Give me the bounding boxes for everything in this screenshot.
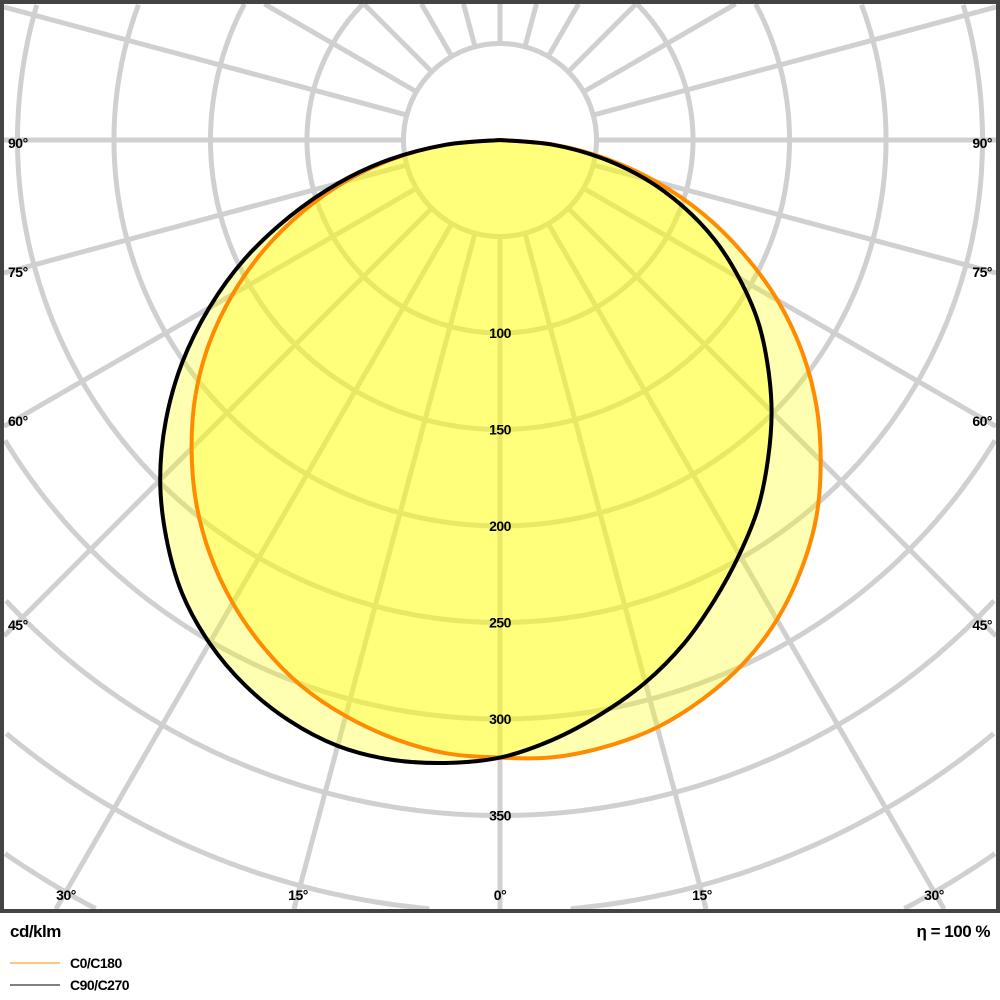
curves (158, 138, 823, 766)
angle-label-bottom: 0° (494, 887, 506, 903)
angle-label-right: 45° (972, 617, 992, 633)
legend-label-c90-c270: C90/C270 (70, 977, 130, 993)
angle-label-bottom: 30° (924, 887, 944, 903)
grid-spoke (522, 4, 539, 48)
grid-ring (4, 731, 996, 909)
grid (4, 4, 996, 909)
angle-label-bottom: 15° (692, 887, 712, 903)
radial-tick-label: 100 (489, 325, 512, 341)
angle-label-left: 75° (8, 264, 28, 280)
angle-label-bottom: 30° (56, 887, 76, 903)
fill-c0-c180 (191, 140, 821, 759)
grid-spoke (566, 4, 638, 74)
radial-tick-label: 150 (489, 422, 512, 438)
labels: 100 150 200 250 300 350 90° 90° 75° 75° 60° 60° 45° 4… (8, 135, 993, 903)
angle-label-right: 60° (972, 413, 992, 429)
grid-spoke (522, 232, 709, 909)
grid-spoke (362, 4, 434, 74)
legend-label-c0-c180: C0/C180 (70, 955, 122, 971)
radial-tick-label: 250 (489, 615, 512, 631)
angle-label-bottom: 15° (288, 887, 308, 903)
angle-label-left: 90° (8, 135, 28, 151)
radial-tick-label: 300 (489, 711, 512, 727)
grid-spoke (4, 206, 434, 638)
grid-ring (4, 851, 996, 909)
grid-spoke (53, 222, 454, 909)
fill-c90-c270 (160, 140, 772, 764)
grid-spoke (582, 4, 737, 94)
grid-spoke (461, 4, 478, 48)
grid-spoke (419, 4, 454, 58)
grid-spoke (291, 232, 478, 909)
grid-spoke (582, 186, 996, 429)
grid-spoke (592, 4, 996, 118)
grid-ring (111, 4, 889, 529)
grid-spoke (4, 4, 408, 118)
grid-ring (15, 4, 985, 625)
plot-frame (0, 0, 1000, 913)
angle-label-right: 90° (972, 135, 992, 151)
efficiency-label: η = 100 % (917, 922, 991, 941)
angle-label-right: 75° (972, 264, 992, 280)
unit-label: cd/klm (10, 922, 61, 941)
curve-c90-c270 (158, 138, 774, 766)
grid-spoke (546, 4, 581, 58)
angle-label-left: 60° (8, 413, 28, 429)
grid-ring (304, 4, 696, 336)
radial-tick-label: 200 (489, 518, 512, 534)
grid-ring (208, 4, 792, 432)
grid-spoke (566, 206, 996, 638)
angle-label-left: 45° (8, 617, 28, 633)
radial-tick-label: 350 (489, 808, 512, 824)
grid-spoke (263, 4, 418, 94)
grid-spoke (546, 222, 947, 909)
